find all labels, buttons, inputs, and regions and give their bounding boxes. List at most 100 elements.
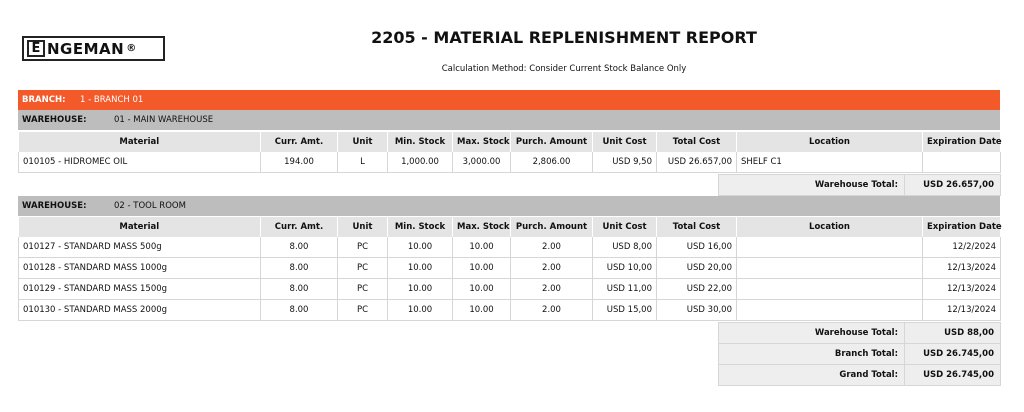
materials-table: Material Curr. Amt. Unit Min. Stock Max.… — [18, 132, 1002, 173]
warehouse-header: WAREHOUSE: 01 - MAIN WAREHOUSE — [18, 110, 1000, 130]
materials-table: Material Curr. Amt. Unit Min. Stock Max.… — [18, 217, 1002, 321]
table-row: 010128 - STANDARD MASS 1000g 8.00 PC 10.… — [18, 257, 1001, 279]
cell-min-stock: 10.00 — [387, 257, 453, 279]
cell-curr-amt: 8.00 — [260, 299, 338, 321]
cell-total-cost: USD 16,00 — [656, 237, 737, 258]
table-header-row: Material Curr. Amt. Unit Min. Stock Max.… — [18, 132, 1002, 152]
branch-header: BRANCH: 1 - BRANCH 01 — [18, 90, 1000, 110]
grand-total-row: Grand Total: USD 26.745,00 — [718, 364, 1001, 386]
logo-text: NGEMAN — [47, 39, 125, 58]
col-location: Location — [736, 217, 923, 237]
cell-expiration-date: 12/13/2024 — [922, 299, 1001, 321]
col-purch-amount: Purch. Amount — [510, 132, 593, 152]
col-location: Location — [736, 132, 923, 152]
col-curr-amt: Curr. Amt. — [260, 217, 338, 237]
cell-min-stock: 10.00 — [387, 237, 453, 258]
warehouse-total-row: Warehouse Total: USD 88,00 — [718, 322, 1001, 344]
branch-total-value: USD 26.745,00 — [904, 343, 1001, 365]
cell-purch-amount: 2.00 — [510, 278, 593, 300]
col-material: Material — [18, 132, 261, 152]
warehouse-label: WAREHOUSE: — [22, 201, 87, 211]
cell-curr-amt: 194.00 — [260, 152, 338, 173]
cell-unit-cost: USD 8,00 — [592, 237, 657, 258]
warehouse-total-value: USD 88,00 — [904, 322, 1001, 344]
cell-material: 010129 - STANDARD MASS 1500g — [18, 278, 261, 300]
cell-max-stock: 10.00 — [452, 257, 511, 279]
warehouse-total-value: USD 26.657,00 — [904, 174, 1001, 196]
summary-totals-table: Warehouse Total: USD 88,00 Branch Total:… — [718, 322, 1001, 386]
col-expiration-date: Expiration Date — [922, 132, 1002, 152]
cell-curr-amt: 8.00 — [260, 278, 338, 300]
col-material: Material — [18, 217, 261, 237]
warehouse-total-label: Warehouse Total: — [718, 322, 905, 344]
cell-unit: PC — [337, 257, 388, 279]
cell-total-cost: USD 30,00 — [656, 299, 737, 321]
cell-material: 010105 - HIDROMEC OIL — [18, 152, 261, 173]
grand-total-label: Grand Total: — [718, 364, 905, 386]
cell-location — [736, 278, 923, 300]
cell-curr-amt: 8.00 — [260, 237, 338, 258]
col-unit-cost: Unit Cost — [592, 217, 657, 237]
cell-location — [736, 299, 923, 321]
branch-total-row: Branch Total: USD 26.745,00 — [718, 343, 1001, 365]
col-min-stock: Min. Stock — [387, 132, 453, 152]
cell-expiration-date: 12/13/2024 — [922, 257, 1001, 279]
cell-expiration-date: 12/13/2024 — [922, 278, 1001, 300]
cell-unit: PC — [337, 278, 388, 300]
warehouse-total-row: Warehouse Total: USD 26.657,00 — [718, 174, 1001, 196]
cell-max-stock: 3,000.00 — [452, 152, 511, 173]
col-unit: Unit — [337, 132, 388, 152]
table-row: 010130 - STANDARD MASS 2000g 8.00 PC 10.… — [18, 299, 1001, 321]
cell-location — [736, 257, 923, 279]
branch-total-label: Branch Total: — [718, 343, 905, 365]
cell-unit-cost: USD 10,00 — [592, 257, 657, 279]
col-max-stock: Max. Stock — [452, 217, 511, 237]
cell-max-stock: 10.00 — [452, 299, 511, 321]
warehouse-value: 01 - MAIN WAREHOUSE — [114, 115, 214, 125]
cell-purch-amount: 2.00 — [510, 237, 593, 258]
cell-expiration-date — [922, 152, 1001, 173]
warehouse-value: 02 - TOOL ROOM — [114, 201, 186, 211]
cell-location: SHELF C1 — [736, 152, 923, 173]
cell-unit-cost: USD 9,50 — [592, 152, 657, 173]
cell-max-stock: 10.00 — [452, 237, 511, 258]
cell-total-cost: USD 26.657,00 — [656, 152, 737, 173]
warehouse-total-label: Warehouse Total: — [718, 174, 905, 196]
cell-purch-amount: 2.00 — [510, 257, 593, 279]
logo-e-box: E — [27, 40, 45, 57]
cell-total-cost: USD 22,00 — [656, 278, 737, 300]
cell-min-stock: 1,000.00 — [387, 152, 453, 173]
cell-unit-cost: USD 15,00 — [592, 299, 657, 321]
report-title: 2205 - MATERIAL REPLENISHMENT REPORT — [371, 28, 757, 47]
cell-purch-amount: 2.00 — [510, 299, 593, 321]
col-max-stock: Max. Stock — [452, 132, 511, 152]
branch-value: 1 - BRANCH 01 — [80, 95, 144, 105]
grand-total-value: USD 26.745,00 — [904, 364, 1001, 386]
cell-material: 010130 - STANDARD MASS 2000g — [18, 299, 261, 321]
cell-location — [736, 237, 923, 258]
col-unit-cost: Unit Cost — [592, 132, 657, 152]
cell-material: 010127 - STANDARD MASS 500g — [18, 237, 261, 258]
cell-max-stock: 10.00 — [452, 278, 511, 300]
logo-registered-mark: ® — [126, 43, 137, 54]
engeman-logo: E NGEMAN ® — [22, 36, 165, 61]
table-row: 010105 - HIDROMEC OIL 194.00 L 1,000.00 … — [18, 152, 1001, 173]
cell-unit: PC — [337, 237, 388, 258]
col-purch-amount: Purch. Amount — [510, 217, 593, 237]
col-curr-amt: Curr. Amt. — [260, 132, 338, 152]
cell-unit: PC — [337, 299, 388, 321]
cell-material: 010128 - STANDARD MASS 1000g — [18, 257, 261, 279]
col-total-cost: Total Cost — [656, 132, 737, 152]
col-min-stock: Min. Stock — [387, 217, 453, 237]
branch-label: BRANCH: — [22, 95, 66, 105]
cell-total-cost: USD 20,00 — [656, 257, 737, 279]
col-expiration-date: Expiration Date — [922, 217, 1002, 237]
cell-min-stock: 10.00 — [387, 278, 453, 300]
col-unit: Unit — [337, 217, 388, 237]
table-header-row: Material Curr. Amt. Unit Min. Stock Max.… — [18, 217, 1002, 237]
warehouse-header: WAREHOUSE: 02 - TOOL ROOM — [18, 196, 1000, 216]
table-row: 010129 - STANDARD MASS 1500g 8.00 PC 10.… — [18, 278, 1001, 300]
cell-purch-amount: 2,806.00 — [510, 152, 593, 173]
cell-unit: L — [337, 152, 388, 173]
cell-curr-amt: 8.00 — [260, 257, 338, 279]
